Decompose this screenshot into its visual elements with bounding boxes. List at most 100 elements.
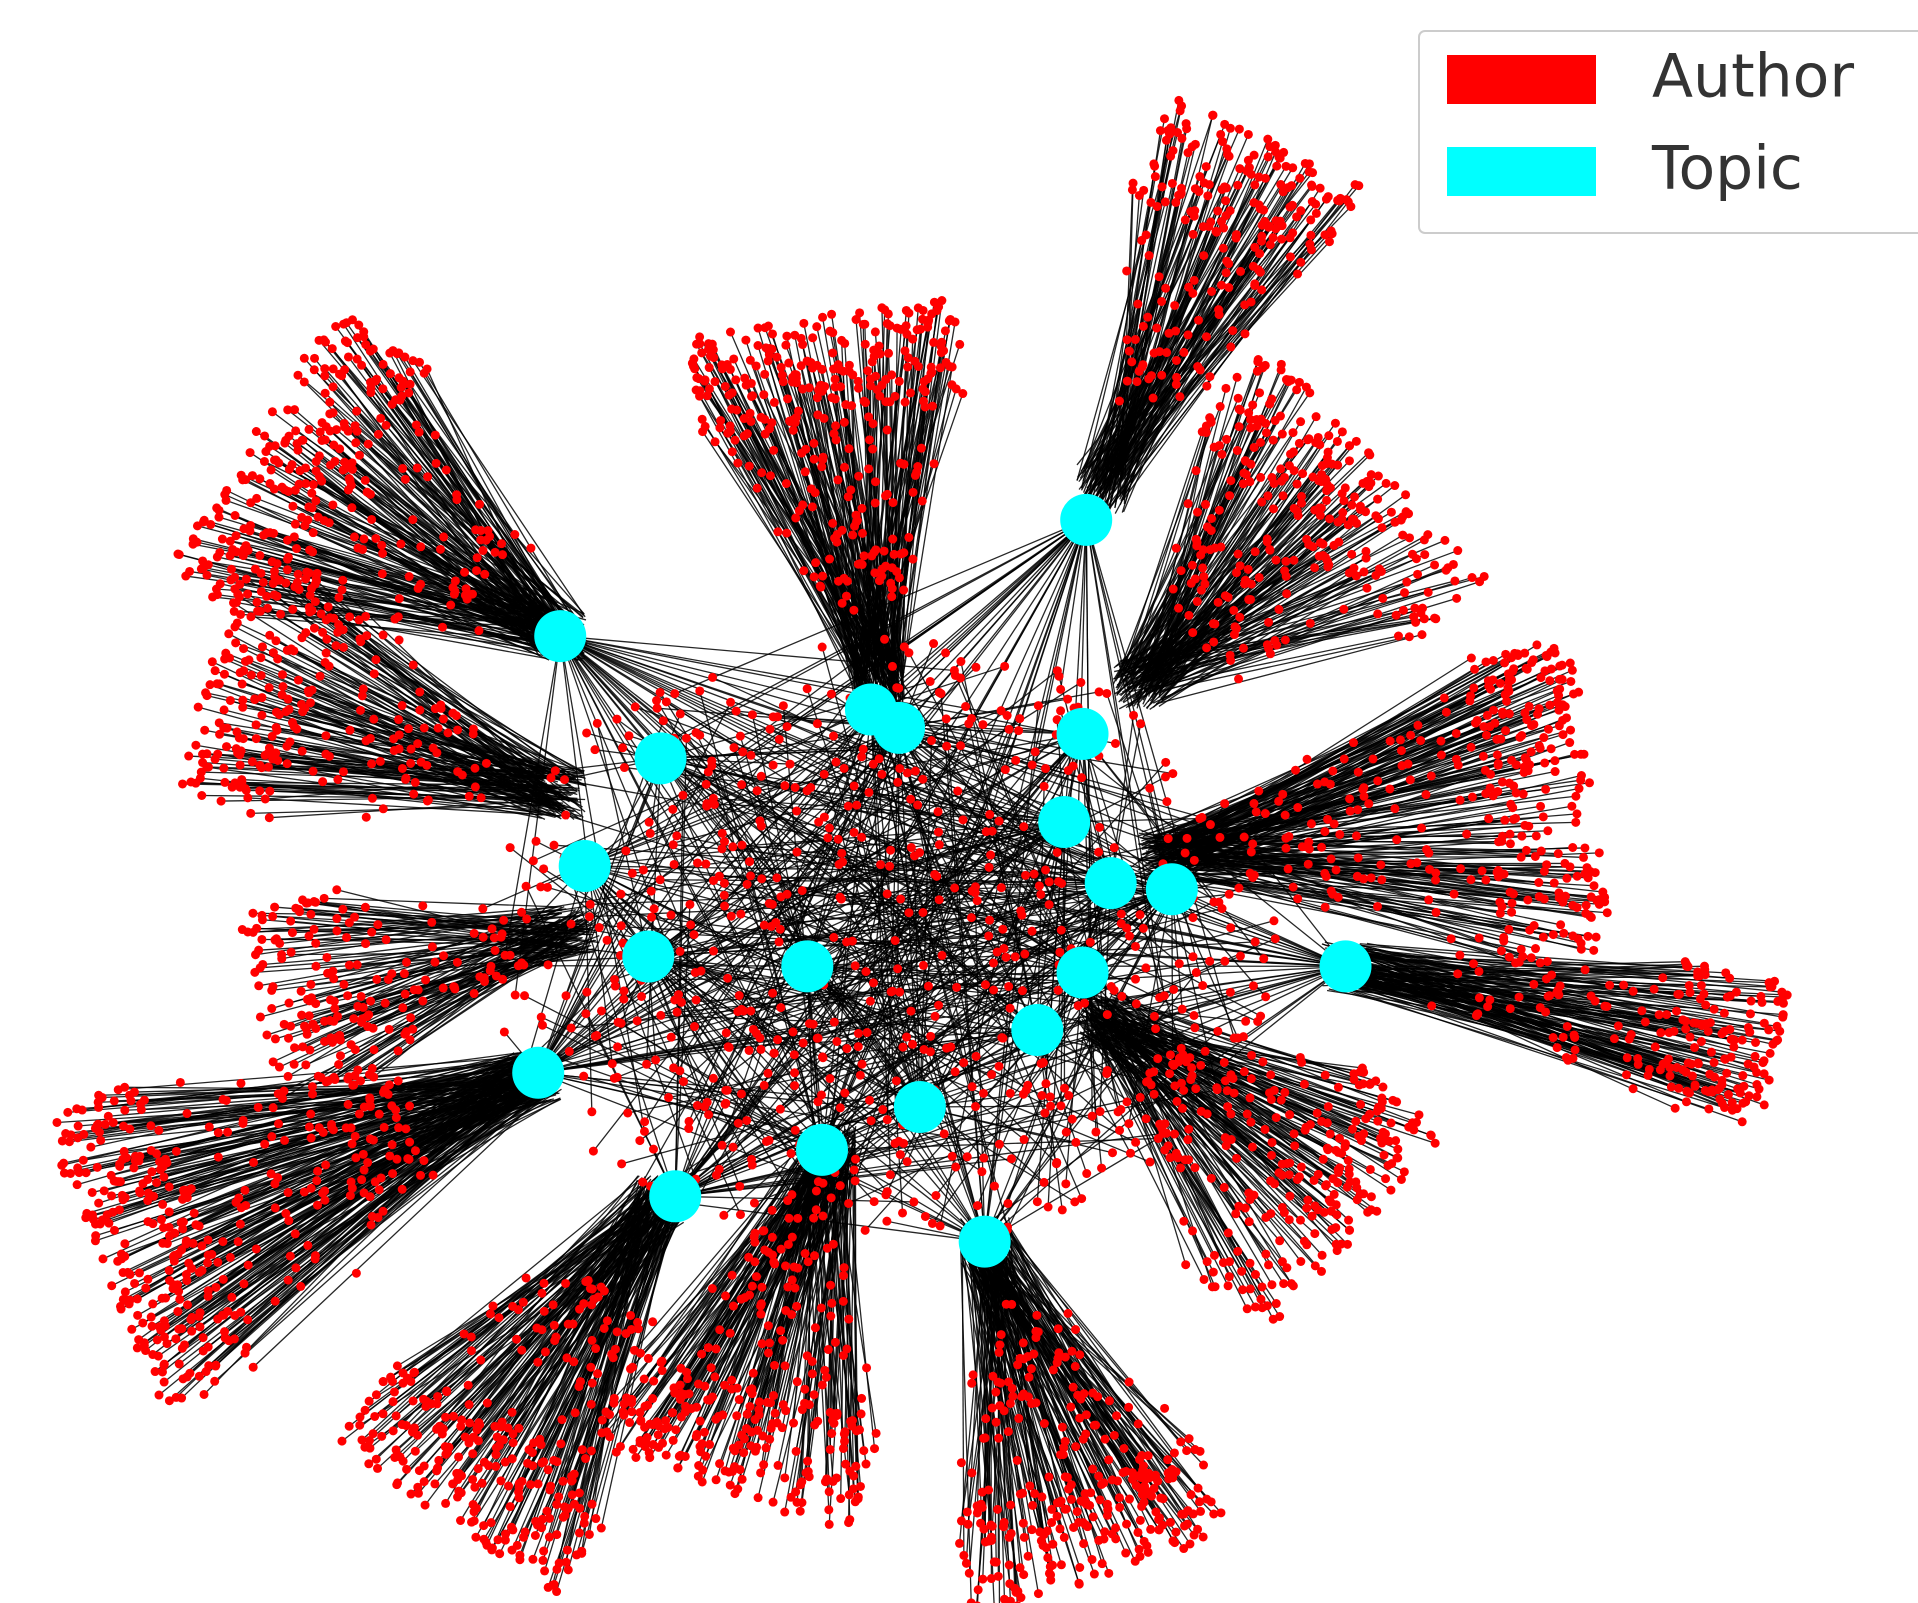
author-node bbox=[428, 1170, 438, 1180]
author-node bbox=[273, 1119, 283, 1129]
author-node bbox=[311, 938, 321, 948]
edge bbox=[675, 1132, 1164, 1197]
edge bbox=[559, 635, 796, 1086]
author-node bbox=[510, 530, 520, 540]
author-node bbox=[746, 378, 756, 388]
edge bbox=[565, 758, 662, 996]
edge bbox=[797, 888, 1173, 1219]
edge bbox=[821, 765, 1074, 1151]
author-node bbox=[419, 1394, 429, 1404]
author-node bbox=[487, 924, 497, 934]
edge bbox=[152, 1075, 530, 1225]
author-node bbox=[127, 1324, 137, 1334]
author-node bbox=[238, 1118, 248, 1128]
author-node bbox=[164, 1396, 174, 1406]
author-node bbox=[1285, 233, 1295, 243]
edge bbox=[674, 706, 1079, 1197]
edge bbox=[139, 1071, 537, 1192]
edge bbox=[361, 1185, 640, 1441]
author-node bbox=[92, 1162, 102, 1172]
author-node bbox=[241, 574, 251, 584]
author-node bbox=[160, 1154, 170, 1164]
author-node bbox=[798, 384, 808, 394]
author-node bbox=[312, 1176, 322, 1186]
author-node bbox=[1177, 133, 1187, 143]
edge bbox=[919, 1106, 1077, 1144]
author-node bbox=[1259, 205, 1269, 215]
edge bbox=[870, 708, 1253, 845]
edge bbox=[806, 965, 985, 1159]
author-node bbox=[366, 1220, 376, 1230]
author-node bbox=[839, 417, 849, 427]
author-node bbox=[344, 960, 354, 970]
author-node bbox=[217, 534, 227, 544]
author-node bbox=[1188, 229, 1198, 239]
author-node bbox=[1152, 323, 1162, 333]
edge bbox=[621, 965, 1346, 1165]
edge bbox=[756, 733, 1083, 792]
edge bbox=[831, 397, 898, 699]
author-node bbox=[290, 405, 300, 415]
author-node bbox=[482, 1398, 492, 1408]
author-node bbox=[252, 923, 262, 933]
edge bbox=[984, 972, 1197, 1242]
author-node bbox=[904, 532, 914, 542]
author-node bbox=[265, 786, 275, 796]
edge bbox=[1108, 216, 1298, 509]
author-node bbox=[1222, 144, 1232, 154]
edge bbox=[715, 1139, 831, 1480]
author-node bbox=[367, 759, 377, 769]
author-node bbox=[466, 1332, 476, 1342]
author-node bbox=[243, 589, 253, 599]
author-node bbox=[333, 775, 343, 785]
author-node bbox=[830, 382, 840, 392]
author-node bbox=[767, 329, 777, 339]
author-node bbox=[1242, 166, 1252, 176]
author-node bbox=[443, 728, 453, 738]
author-node bbox=[219, 669, 229, 679]
author-node bbox=[542, 1506, 552, 1516]
author-node bbox=[192, 521, 202, 531]
author-node bbox=[213, 1152, 223, 1162]
author-node bbox=[1139, 185, 1149, 195]
edge bbox=[782, 705, 823, 1150]
author-node bbox=[1182, 124, 1192, 134]
author-node bbox=[746, 416, 756, 426]
author-node bbox=[363, 1158, 373, 1168]
author-node bbox=[720, 381, 730, 391]
author-node bbox=[379, 1122, 389, 1132]
author-node bbox=[404, 572, 414, 582]
author-node bbox=[1257, 236, 1267, 246]
edge bbox=[537, 893, 622, 1074]
edge bbox=[1140, 837, 1559, 855]
author-node bbox=[243, 1315, 253, 1325]
author-node bbox=[544, 1532, 554, 1542]
author-node bbox=[383, 974, 393, 984]
author-node bbox=[1203, 191, 1213, 201]
author-node bbox=[569, 1357, 579, 1367]
author-node bbox=[326, 460, 336, 470]
author-node bbox=[359, 1165, 369, 1175]
edge bbox=[370, 381, 555, 624]
author-node bbox=[554, 1558, 564, 1568]
author-node bbox=[338, 465, 348, 475]
author-node bbox=[198, 758, 208, 768]
edge bbox=[1163, 857, 1587, 876]
author-node bbox=[401, 774, 411, 784]
author-node bbox=[61, 1128, 71, 1138]
author-node bbox=[152, 1149, 162, 1159]
author-node bbox=[398, 463, 408, 473]
author-node bbox=[811, 558, 821, 568]
author-node bbox=[171, 1146, 181, 1156]
edge bbox=[674, 956, 1016, 1197]
author-node bbox=[752, 483, 762, 493]
author-node bbox=[539, 1457, 549, 1467]
author-node bbox=[202, 570, 212, 580]
author-node bbox=[305, 698, 315, 708]
author-node bbox=[281, 707, 291, 717]
author-node bbox=[251, 720, 261, 730]
author-node bbox=[791, 513, 801, 523]
author-node bbox=[439, 532, 449, 542]
author-node bbox=[283, 1188, 293, 1198]
